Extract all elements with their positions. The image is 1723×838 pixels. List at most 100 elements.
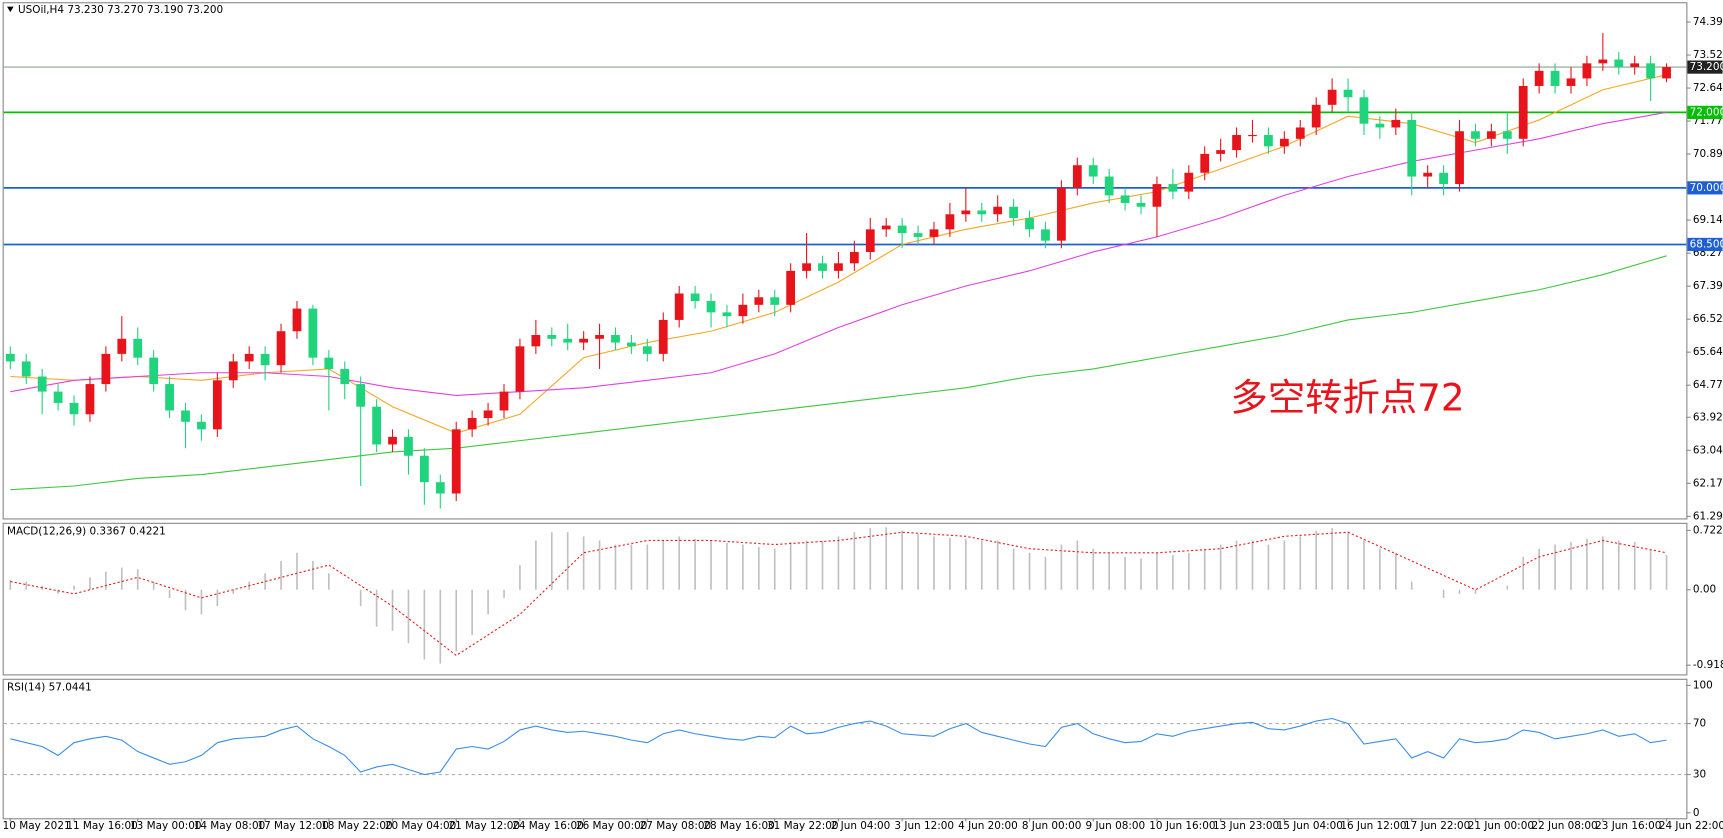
x-tick-label: 21 May 12:00 <box>449 820 520 832</box>
x-tick-label: 24 May 16:00 <box>512 820 583 832</box>
x-tick-label: 11 May 16:00 <box>66 820 137 832</box>
y-tick-label: 69.145 <box>1693 214 1723 226</box>
y-tick-label: 0.00 <box>1693 584 1716 596</box>
moving-average <box>10 111 1667 396</box>
level-label: 72.000 <box>1690 106 1723 118</box>
candle-body <box>1152 184 1162 207</box>
x-tick-label: 24 Jun 22:00 <box>1659 820 1723 832</box>
level-label: 73.200 <box>1690 61 1723 73</box>
candle-body <box>324 357 334 369</box>
candle-body <box>499 391 509 411</box>
level-label-bg <box>1687 237 1723 252</box>
y-tick-label: 63.920 <box>1693 411 1723 423</box>
candle-body <box>913 233 923 237</box>
y-tick-label: 61.295 <box>1693 510 1723 522</box>
candle-body <box>1264 135 1273 147</box>
candle-body <box>722 312 732 317</box>
candle-body <box>69 402 79 415</box>
y-tick-label: 100 <box>1693 679 1713 691</box>
candle-body <box>945 214 955 230</box>
candle-body <box>786 270 796 305</box>
candle-body <box>547 335 557 339</box>
candle-body <box>929 229 939 237</box>
candle-body <box>1518 85 1528 139</box>
x-tick-label: 20 May 04:00 <box>385 820 456 832</box>
candle-body <box>865 229 875 252</box>
candle-body <box>1216 150 1226 154</box>
candle-body <box>1471 131 1480 139</box>
candle-body <box>212 380 222 430</box>
candle-body <box>419 455 429 483</box>
x-tick-label: 15 Jun 04:00 <box>1277 820 1343 832</box>
candle-body <box>451 429 461 494</box>
y-tick-label: 65.645 <box>1693 346 1723 358</box>
y-tick-label: 73.520 <box>1693 49 1723 61</box>
candle-body <box>467 418 477 430</box>
level-label: 70.000 <box>1690 182 1723 194</box>
candle-body <box>356 384 366 407</box>
candle-body <box>690 293 700 302</box>
candle-body <box>483 410 493 419</box>
candle-body <box>1582 63 1592 79</box>
y-tick-label: 70.895 <box>1693 148 1723 160</box>
rsi-title: RSI(14) 57.0441 <box>7 682 92 694</box>
x-tick-label: 31 May 22:00 <box>767 820 838 832</box>
y-tick-label: 68.270 <box>1693 247 1723 259</box>
y-tick-label: 72.645 <box>1693 82 1723 94</box>
candle-body <box>1343 89 1353 98</box>
candle-body <box>404 436 413 456</box>
candle-body <box>1614 59 1624 68</box>
candle-body <box>53 391 63 403</box>
x-tick-label: 17 Jun 22:00 <box>1404 820 1470 832</box>
candle-body <box>1009 206 1019 219</box>
candle-body <box>1072 165 1082 188</box>
y-tick-label: 30 <box>1693 769 1706 781</box>
candle-body <box>1279 138 1289 147</box>
candle-body <box>1439 172 1448 185</box>
moving-average <box>10 74 1667 434</box>
candle-body <box>260 353 270 366</box>
candle-body <box>1407 119 1417 177</box>
x-tick-label: 13 Jun 23:00 <box>1213 820 1279 832</box>
rsi-line <box>10 717 1667 776</box>
menu-arrow[interactable] <box>7 6 14 13</box>
candle-body <box>1120 195 1130 203</box>
annotation: 多空转折点72 <box>1231 375 1465 419</box>
candle-body <box>849 251 859 264</box>
candle-body <box>101 353 111 385</box>
x-tick-label: 10 May 2021 <box>3 820 71 832</box>
candle-body <box>754 297 764 305</box>
x-tick-label: 14 May 08:00 <box>194 820 265 832</box>
macd-signal <box>10 531 1667 657</box>
candle-body <box>1662 67 1671 79</box>
candle-body <box>1025 218 1034 230</box>
candle-body <box>1646 63 1656 79</box>
candle-body <box>1327 89 1337 105</box>
x-tick-label: 10 Jun 16:00 <box>1149 820 1215 832</box>
y-tick-label: 70 <box>1693 718 1706 730</box>
candle-body <box>1311 104 1321 128</box>
x-tick-label: 21 Jun 00:00 <box>1468 820 1534 832</box>
x-tick-label: 4 Jun 20:00 <box>958 820 1018 832</box>
x-tick-label: 13 May 00:00 <box>130 820 201 832</box>
candle-body <box>770 297 780 305</box>
x-tick-label: 28 May 16:00 <box>703 820 774 832</box>
level-label-bg <box>1687 181 1723 195</box>
chart-title: USOil,H4 73.230 73.270 73.190 73.200 <box>18 4 223 16</box>
candle-body <box>1486 131 1496 139</box>
candle-body <box>515 346 525 392</box>
candle-body <box>1455 131 1464 185</box>
x-tick-label: 26 May 00:00 <box>576 820 647 832</box>
candle-body <box>388 436 397 445</box>
x-tick-label: 3 Jun 12:00 <box>894 820 954 832</box>
candle-body <box>1168 184 1178 192</box>
y-tick-label: 0 <box>1693 807 1700 819</box>
candle-body <box>1136 202 1146 207</box>
y-tick-label: 64.770 <box>1693 379 1723 391</box>
candle-body <box>372 406 381 445</box>
candle-body <box>1598 59 1608 64</box>
candle-body <box>1104 176 1114 196</box>
candle-body <box>818 263 827 271</box>
